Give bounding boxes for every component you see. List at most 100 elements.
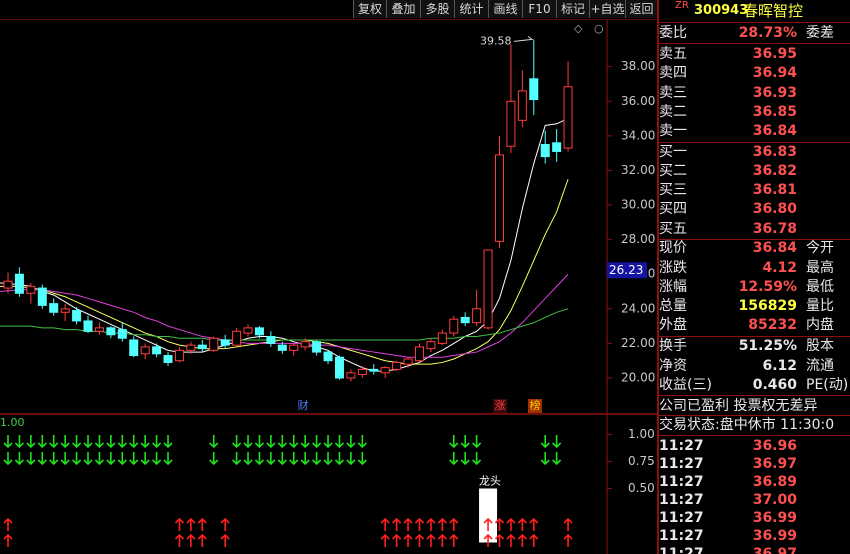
quote-label: 总量 — [659, 298, 687, 314]
candle-body — [37, 287, 47, 306]
candle-body — [506, 100, 516, 147]
candle-body — [529, 78, 539, 101]
icon: ○ — [594, 22, 604, 35]
y-tick-label: 30.00 — [621, 198, 655, 212]
icon: ◇ — [574, 22, 583, 35]
buy-signal — [506, 517, 516, 547]
sell-signal — [72, 435, 82, 466]
sell-signal — [460, 435, 470, 466]
indicator-label: 1.00 — [0, 416, 25, 429]
quote-label: 股本 — [806, 338, 834, 354]
tick-time: 11:27 — [659, 474, 704, 490]
candle-body — [414, 346, 424, 362]
ask-label: 卖二 — [659, 104, 687, 120]
bid-price: 36.82 — [752, 163, 797, 179]
bid-price: 36.78 — [752, 221, 797, 237]
quote-value: 51.25% — [738, 338, 797, 354]
toolbar-button[interactable]: +自选 — [589, 0, 625, 18]
panel-divider — [657, 415, 850, 416]
candle-body — [129, 339, 139, 357]
candle-body — [209, 337, 219, 351]
y-tick-label: 1.00 — [628, 427, 655, 441]
sell-signal — [243, 435, 253, 466]
quote-value: 0.460 — [752, 377, 797, 393]
event-label: 榜 — [530, 398, 541, 412]
buy-signal — [517, 517, 527, 547]
quote-label: 外盘 — [659, 317, 687, 333]
candle-body — [60, 308, 70, 313]
panel-divider — [657, 435, 850, 436]
sell-signal — [300, 435, 310, 466]
ask-label: 卖三 — [659, 85, 687, 101]
buy-signal — [414, 517, 425, 547]
buy-signal — [3, 517, 13, 547]
candle-body — [552, 142, 562, 152]
candle-body — [426, 341, 436, 350]
tick-price: 36.97 — [752, 546, 797, 554]
tick-price: 36.99 — [752, 510, 797, 526]
y-tick-label: 38.00 — [621, 59, 655, 73]
kline-chart: 20.0022.0024.0026.0028.0030.0032.0034.00… — [0, 20, 657, 554]
buy-signal — [220, 517, 230, 547]
sell-signal — [129, 435, 139, 466]
sell-signal — [60, 435, 70, 466]
candle-body — [494, 154, 504, 242]
tick-time: 11:27 — [659, 528, 704, 544]
quote-label: 涨跌 — [659, 260, 687, 276]
buy-signal — [529, 517, 539, 547]
quote-panel: ZR 300943 春晖智控 委比 28.73% 委差 卖五 36.95 卖四 36.94 卖三 36… — [657, 0, 850, 554]
price-tag — [607, 262, 647, 279]
sell-signal — [163, 435, 173, 466]
toolbar-button[interactable]: 画线 — [488, 0, 522, 18]
ask-price: 36.95 — [752, 46, 797, 62]
quote-label: 最低 — [806, 279, 834, 295]
candle-body — [312, 341, 322, 353]
candle-body — [392, 361, 402, 370]
toolbar-button[interactable]: 标记 — [556, 0, 589, 18]
buy-signal — [392, 517, 402, 547]
toolbar-button[interactable]: 多股 — [420, 0, 454, 18]
candle-body — [26, 285, 36, 294]
candle-body — [106, 327, 116, 336]
toolbar-button[interactable]: 复权 — [353, 0, 386, 18]
note: 公司已盈利 投票权无差异 — [659, 398, 818, 414]
buy-signal — [449, 517, 459, 547]
quote-label: 现价 — [659, 240, 687, 256]
candle-body — [483, 249, 493, 329]
high-annotation: 39.58 — [480, 34, 512, 47]
sell-signal — [94, 435, 105, 466]
quote-label: 涨幅 — [659, 279, 687, 295]
quote-value: 12.59% — [738, 279, 797, 295]
sell-signal — [449, 435, 459, 466]
candle-body — [49, 303, 59, 313]
tick-price: 37.00 — [752, 492, 797, 508]
sell-signal — [323, 435, 333, 466]
y-tick-label: 20.00 — [621, 371, 655, 385]
buy-signal — [437, 517, 447, 547]
toolbar-button[interactable]: 叠加 — [386, 0, 420, 18]
panel-divider — [657, 239, 850, 240]
quote-label: 内盘 — [806, 317, 834, 333]
sell-signal — [266, 435, 276, 466]
toolbar-button[interactable]: 返回 — [625, 0, 657, 18]
candle-body — [254, 327, 264, 336]
candle-body — [3, 280, 13, 289]
buy-signal — [197, 517, 207, 547]
toolbar-button[interactable]: F10 — [522, 0, 556, 18]
quote-value: 85232 — [748, 317, 797, 333]
signal-bar-label: 龙头 — [479, 474, 501, 487]
ask-label: 卖五 — [659, 46, 687, 62]
quote-label: 收益(三) — [659, 377, 712, 393]
sell-signal — [117, 435, 127, 466]
tick-price: 36.97 — [752, 456, 797, 472]
tick-price: 36.99 — [752, 528, 797, 544]
quote-label: 净资 — [659, 358, 687, 374]
price-tag-label: 26.23 — [609, 263, 643, 277]
toolbar-button[interactable]: 统计 — [454, 0, 488, 18]
candle-body — [334, 356, 344, 379]
candle-body — [540, 144, 550, 158]
event-marker — [296, 399, 310, 413]
quote-label: 今开 — [806, 240, 834, 256]
sell-signal — [254, 435, 265, 466]
ask-label: 卖四 — [659, 65, 687, 81]
